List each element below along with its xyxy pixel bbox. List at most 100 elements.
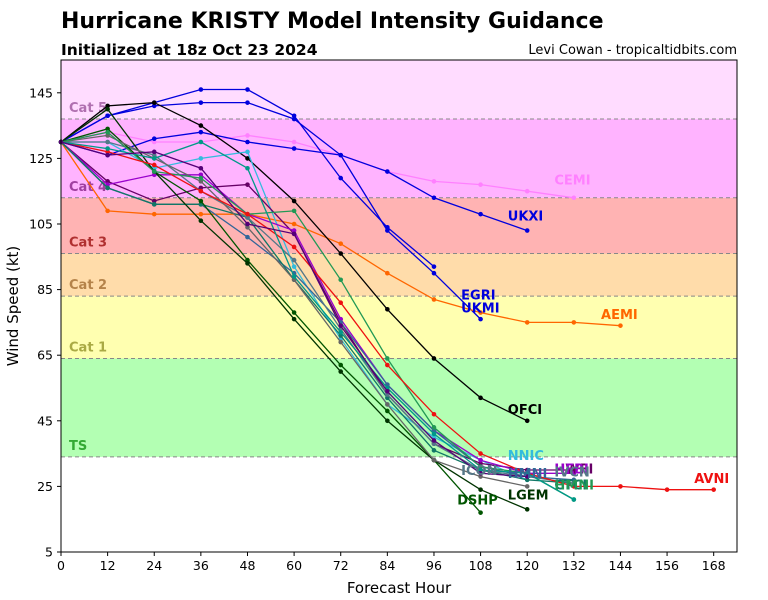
series-label-aemi: AEMI — [601, 308, 638, 323]
series-point-ukmi — [151, 136, 157, 142]
series-label-dshp: DSHP — [457, 493, 498, 508]
series-point-avni — [338, 300, 344, 306]
series-point-aemi — [291, 221, 297, 227]
series-point-aemi — [338, 241, 344, 246]
y-tick-label: 125 — [29, 151, 53, 166]
series-point-aemi — [571, 320, 577, 325]
series-point-hmni2 — [431, 425, 437, 430]
series-point-aemi — [478, 310, 483, 315]
series-point-teal — [478, 467, 483, 473]
series-point-ctci — [431, 448, 437, 453]
series-point-ivcn — [291, 257, 297, 263]
series-label-ivcn: IVCN — [554, 466, 589, 481]
series-point-egri — [105, 113, 110, 119]
x-tick-label: 144 — [609, 558, 633, 573]
series-label-icon: ICON — [461, 464, 497, 479]
series-point-hfbi — [478, 457, 483, 463]
series-point-icon — [478, 474, 483, 479]
series-point-lgem — [245, 261, 250, 266]
series-point-purp2 — [478, 470, 483, 476]
series-point-ukmi — [245, 139, 250, 145]
category-label-cat-5: Cat 5 — [69, 101, 107, 116]
series-point-hmni2 — [105, 129, 110, 135]
band-cat-4 — [61, 119, 737, 198]
band-cat-3 — [61, 197, 737, 254]
series-point-ofci — [198, 123, 204, 128]
series-label-ofci: OFCI — [508, 403, 542, 418]
series-point-aemi — [524, 320, 530, 325]
series-point-cemi — [291, 139, 297, 145]
series-point-purp2 — [431, 438, 437, 443]
x-tick-label: 60 — [286, 558, 302, 573]
chart-subtitle: Initialized at 18z Oct 23 2024 — [61, 41, 318, 59]
series-point-aemi — [151, 211, 157, 217]
series-point-hwfi — [478, 461, 483, 466]
category-label-cat-3: Cat 3 — [69, 236, 107, 251]
series-point-hmni — [431, 428, 437, 433]
series-point-hfbi — [571, 470, 577, 476]
band-cat-5 — [61, 60, 737, 120]
series-point-purp2 — [338, 323, 344, 328]
series-point-hwfi — [198, 185, 204, 191]
series-point-hfbi — [105, 182, 110, 187]
series-point-hwfi — [245, 182, 250, 187]
series-point-teal — [291, 274, 297, 279]
series-point-icon — [431, 457, 437, 463]
series-line-dshp — [60, 128, 482, 514]
y-tick-label: 5 — [45, 545, 53, 560]
series-point-hmni — [571, 477, 577, 483]
series-point-ofci — [291, 198, 297, 204]
series-point-teal — [198, 139, 204, 145]
series-point-hmni2 — [385, 356, 390, 361]
series-point-egri — [198, 87, 204, 92]
series-point-lgem — [338, 369, 344, 374]
x-tick-label: 72 — [333, 558, 349, 573]
series-point-hmni2 — [151, 169, 157, 174]
x-tick-label: 48 — [240, 558, 256, 573]
series-point-ctci — [524, 477, 530, 483]
series-point-ukmi — [385, 228, 390, 233]
series-point-purp2 — [198, 165, 204, 171]
series-point-icon — [105, 133, 110, 138]
series-point-teal — [338, 329, 344, 335]
series-point-ivcn — [431, 441, 437, 447]
series-point-lgem — [478, 487, 483, 492]
category-bands — [61, 60, 737, 458]
series-point-hmni2 — [338, 277, 344, 283]
series-point-ukmi — [338, 152, 344, 158]
series-point-ctci — [151, 202, 157, 207]
series-point-purp2 — [385, 388, 390, 394]
series-point-dshp — [198, 198, 204, 204]
series-point-ukmi — [431, 270, 437, 276]
series-point-dshp — [291, 310, 297, 315]
series-point-hmni2 — [478, 464, 483, 470]
series-point-cemi — [478, 182, 483, 187]
series-point-ukmi — [198, 129, 204, 135]
series-point-icon — [245, 224, 250, 230]
series-point-ivcn — [245, 215, 250, 220]
series-point-nnic — [245, 149, 250, 155]
series-point-purp2 — [151, 149, 157, 155]
band-cat-2 — [61, 253, 737, 297]
x-tick-label: 156 — [655, 558, 679, 573]
series-label-ctci: CTCI — [554, 479, 587, 494]
category-label-cat-1: Cat 1 — [69, 340, 107, 355]
series-point-avni — [151, 162, 157, 168]
series-point-ukxi — [245, 100, 250, 105]
series-point-aemi — [618, 323, 623, 328]
series-line-hmni2 — [60, 131, 575, 501]
series-point-avni — [571, 484, 577, 489]
series-point-teal — [431, 431, 437, 437]
series-point-dshp — [385, 408, 390, 414]
series-point-hmni — [245, 234, 250, 240]
series-point-cemi — [571, 195, 577, 201]
series-point-ofci — [151, 100, 157, 105]
series-point-avni — [105, 149, 110, 155]
series-point-avni — [198, 188, 204, 194]
series-point-ukmi — [478, 316, 483, 322]
series-point-ofci — [385, 306, 390, 312]
series-label-egri: EGRI — [461, 288, 495, 303]
series-point-nnic — [198, 156, 204, 161]
series-point-nnic — [291, 264, 297, 269]
y-tick-label: 25 — [37, 479, 53, 494]
